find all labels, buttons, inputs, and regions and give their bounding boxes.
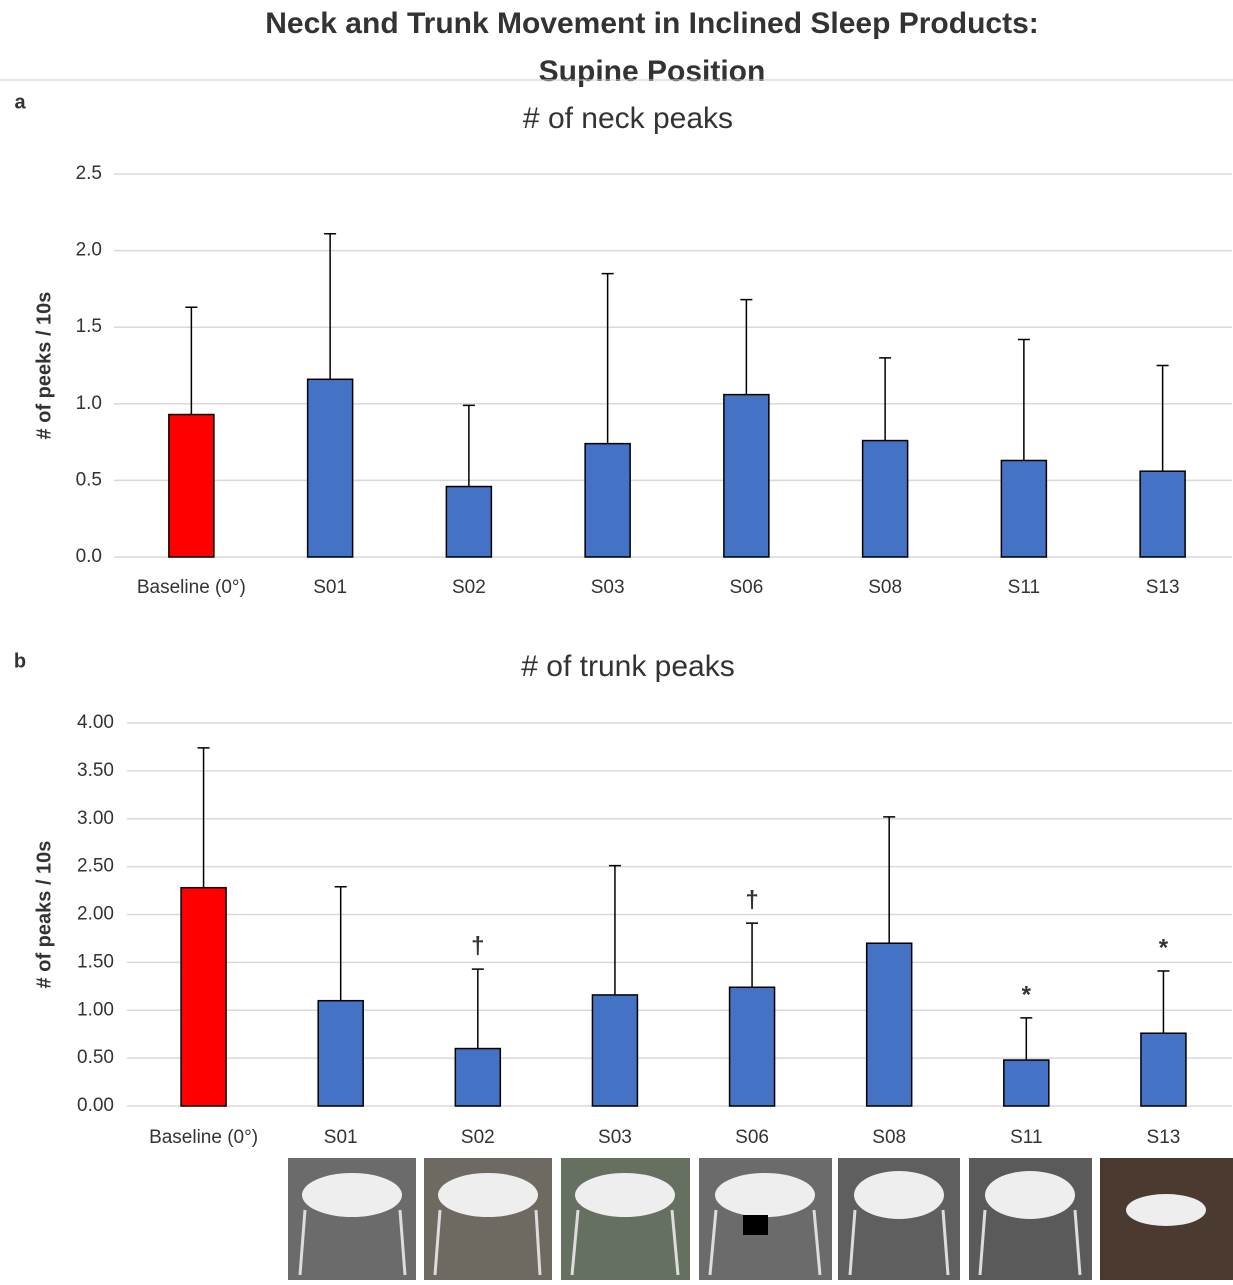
photo-frame [298, 1209, 1082, 1276]
bar [584, 442, 631, 558]
error-bar [471, 968, 484, 1049]
y-tick-label: 0.00 [77, 1095, 114, 1116]
x-tick-label: S06 [729, 577, 763, 598]
error-bar [1020, 1017, 1033, 1061]
chart-title: # of trunk peaks [521, 650, 734, 683]
y-tick-label: 2.5 [76, 163, 102, 184]
error-bar [334, 885, 347, 1001]
y-tick-label: 3.00 [77, 808, 114, 829]
x-tick-label: S13 [1147, 1127, 1181, 1148]
error-bar [883, 816, 896, 944]
significance-mark: † [471, 932, 484, 959]
bar [723, 393, 770, 558]
bar [168, 413, 215, 558]
y-tick-label: 1.00 [77, 999, 114, 1020]
y-tick-label: 0.5 [76, 469, 102, 490]
x-tick-label: S03 [591, 577, 625, 598]
error-bar [185, 306, 198, 415]
bar [306, 378, 354, 558]
significance-mark: * [1022, 981, 1032, 1008]
figure-title: Supine Position [539, 55, 766, 88]
product-photos [288, 1158, 1233, 1280]
y-tick-label: 0.0 [76, 546, 102, 567]
x-tick-label: Baseline (0°) [137, 577, 246, 598]
bar [445, 485, 493, 558]
x-tick-label: S01 [313, 577, 347, 598]
y-tick-label: 2.50 [77, 856, 114, 877]
x-tick-label: S06 [735, 1127, 769, 1148]
error-bar [197, 747, 210, 888]
panel-letter: a [14, 91, 26, 113]
y-axis-label: # of peaks / 10s [33, 841, 55, 989]
error-bar [608, 864, 621, 995]
bar [317, 999, 364, 1107]
y-tick-label: 2.0 [76, 240, 102, 261]
panel-letter: b [14, 650, 26, 672]
x-tick-label: S01 [324, 1127, 358, 1148]
y-tick-label: 1.50 [77, 951, 114, 972]
bar [591, 994, 639, 1107]
bar [1000, 459, 1048, 558]
x-tick-label: S13 [1146, 577, 1180, 598]
bar [1140, 1032, 1187, 1107]
x-tick-label: S02 [461, 1127, 495, 1148]
bar [1139, 470, 1186, 558]
photo-marker [743, 1215, 768, 1235]
error-bar [879, 357, 892, 441]
bar [180, 886, 227, 1107]
x-tick-label: S08 [868, 577, 902, 598]
y-tick-label: 4.00 [77, 712, 114, 733]
x-tick-label: S08 [872, 1127, 906, 1148]
error-bar [1157, 970, 1170, 1034]
error-bar [1017, 338, 1030, 461]
significance-mark: † [745, 886, 758, 913]
y-tick-label: 1.0 [76, 393, 102, 414]
y-tick-label: 2.00 [77, 904, 114, 925]
error-bar [746, 922, 759, 988]
y-axis-label: # of peeks / 10s [33, 292, 55, 440]
bar [454, 1047, 502, 1107]
x-tick-label: S02 [452, 577, 486, 598]
error-bar [601, 272, 614, 444]
x-tick-label: S11 [1010, 1127, 1042, 1148]
x-tick-label: Baseline (0°) [149, 1127, 258, 1148]
bar [1003, 1059, 1050, 1107]
y-tick-label: 1.5 [76, 316, 102, 337]
bar [861, 439, 909, 558]
bar [728, 986, 776, 1107]
photo-seat [302, 1171, 1206, 1226]
y-tick-label: 0.50 [77, 1047, 114, 1068]
bar [865, 942, 913, 1107]
chart-title: # of neck peaks [523, 102, 733, 135]
y-tick-label: 3.50 [77, 760, 114, 781]
error-bar [740, 298, 753, 395]
error-bar [1156, 364, 1169, 472]
x-tick-label: S11 [1008, 577, 1040, 598]
significance-mark: * [1159, 934, 1169, 961]
error-bar [324, 232, 337, 380]
figure-title: Neck and Trunk Movement in Inclined Slee… [265, 7, 1039, 40]
error-bar [462, 404, 475, 487]
x-tick-label: S03 [598, 1127, 632, 1148]
